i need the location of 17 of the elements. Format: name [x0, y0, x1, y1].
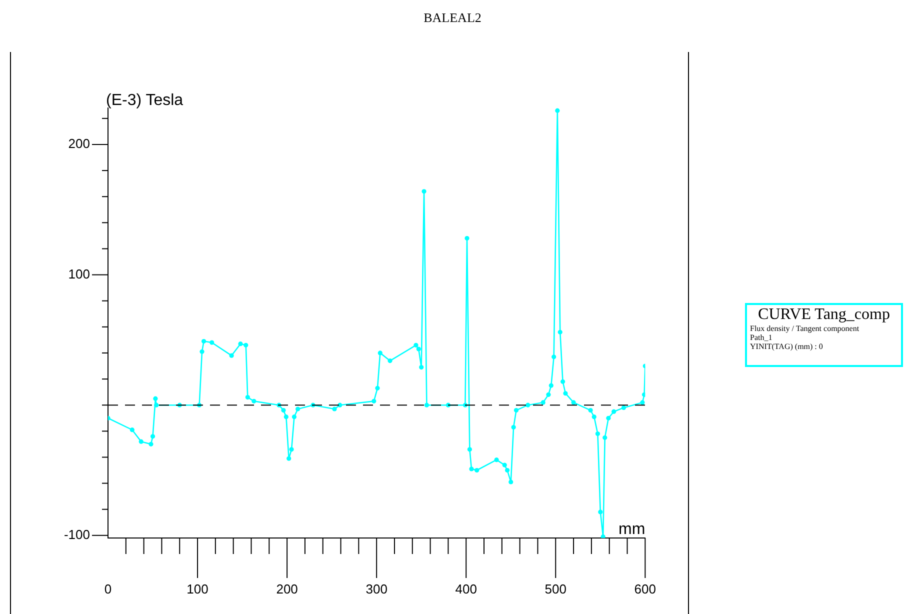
x-tick-label: 300	[366, 581, 388, 596]
y-tick-label: -100	[64, 526, 90, 542]
text: Path_1	[750, 333, 774, 342]
text: Flux density / Tangent component	[750, 324, 860, 333]
y-tick-label: 200	[68, 136, 90, 152]
y-tick-label: 100	[68, 266, 90, 282]
x-tick-label: 500	[544, 581, 566, 596]
chart-title: BALEAL2	[422, 10, 482, 26]
x-tick-label: 100	[186, 581, 208, 596]
x-tick-label: 200	[276, 581, 298, 596]
y-axis-title: (E-3) Tesla	[106, 92, 184, 109]
x-tick-label: 600	[634, 581, 656, 596]
x-tick-label: 400	[455, 581, 477, 596]
text: CURVE Tang_comp	[757, 306, 891, 324]
text: YINIT(TAG) (mm) : 0	[750, 342, 824, 351]
x-axis-title: mm	[618, 521, 646, 538]
x-tick-label: 0	[104, 581, 112, 596]
